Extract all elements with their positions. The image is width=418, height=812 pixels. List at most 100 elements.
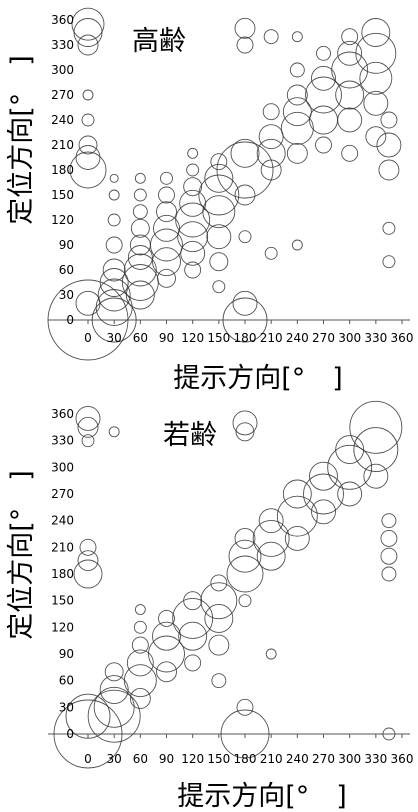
data-point: [108, 189, 120, 201]
x-tick-label: 150: [207, 752, 230, 766]
data-point: [134, 172, 146, 184]
data-point: [262, 103, 280, 121]
data-point: [341, 144, 359, 162]
data-point: [341, 28, 359, 46]
data-point: [234, 17, 256, 39]
data-point: [311, 65, 336, 91]
x-tick-label: 60: [133, 331, 148, 345]
y-tick-label: 300: [51, 63, 74, 77]
data-point: [158, 186, 175, 204]
data-point: [133, 620, 147, 634]
data-point: [123, 664, 157, 698]
data-point: [311, 499, 336, 525]
x-tick-label: 210: [260, 331, 283, 345]
y-tick-label: 90: [59, 238, 74, 252]
data-point: [382, 221, 396, 235]
data-point: [87, 689, 141, 743]
data-point: [376, 132, 402, 158]
data-point: [282, 479, 312, 509]
data-point: [284, 525, 310, 551]
data-point: [73, 18, 103, 47]
data-point: [75, 405, 101, 431]
data-point: [204, 163, 234, 193]
data-point: [264, 246, 278, 260]
data-point: [148, 635, 185, 673]
data-point: [175, 202, 211, 238]
data-point: [380, 529, 398, 547]
y-tick-label: 300: [51, 460, 74, 474]
data-point: [134, 604, 146, 616]
data-point: [99, 268, 129, 297]
data-point: [198, 174, 240, 216]
y-tick-label: 30: [59, 288, 74, 302]
data-point: [82, 89, 94, 101]
data-point: [65, 693, 111, 739]
data-point: [252, 519, 290, 557]
y-tick-label: 210: [51, 138, 74, 152]
data-point: [208, 634, 230, 656]
data-point: [150, 228, 183, 262]
data-point: [234, 527, 256, 549]
data-point: [152, 247, 181, 277]
data-point: [212, 280, 226, 294]
data-point: [158, 609, 175, 627]
x-axis-label: 提示方向[° ]: [177, 781, 347, 812]
data-point: [187, 147, 199, 159]
data-point: [204, 603, 234, 633]
data-point: [260, 159, 282, 181]
data-point: [216, 141, 274, 199]
data-point: [234, 184, 256, 206]
data-point: [178, 621, 208, 651]
data-point: [235, 422, 255, 442]
data-point: [78, 135, 98, 155]
data-point: [210, 574, 228, 592]
data-point: [157, 268, 176, 288]
data-point: [282, 97, 312, 127]
panel-title: 高齢: [132, 26, 186, 57]
y-tick-label: 60: [59, 263, 74, 277]
data-point: [129, 234, 151, 256]
data-point: [95, 289, 133, 326]
data-point: [232, 290, 258, 316]
x-tick-label: 300: [338, 331, 361, 345]
data-point: [131, 636, 149, 654]
data-point: [382, 727, 396, 741]
data-point: [109, 173, 119, 183]
y-tick-label: 0: [66, 727, 74, 741]
x-tick-label: 240: [286, 752, 309, 766]
data-point: [381, 513, 397, 529]
data-point: [361, 18, 391, 47]
data-point: [125, 280, 155, 310]
y-tick-label: 330: [51, 38, 74, 52]
data-point: [378, 159, 400, 181]
data-point: [222, 297, 268, 343]
data-point: [172, 597, 214, 639]
data-point: [232, 410, 258, 436]
panel-title: 若齢: [163, 420, 217, 451]
data-point: [156, 661, 177, 683]
data-point: [123, 253, 157, 287]
data-point: [365, 126, 387, 148]
x-tick-label: 120: [181, 331, 204, 345]
data-point: [335, 435, 365, 465]
x-tick-label: 0: [84, 331, 92, 345]
y-tick-label: 240: [51, 113, 74, 127]
data-point: [152, 621, 181, 651]
data-point: [355, 32, 397, 74]
y-tick-label: 90: [59, 647, 74, 661]
x-tick-label: 60: [133, 752, 148, 766]
chart-panel-2: 0 30 60 90 120 150 180 210 240 270 300 330 360030609…: [6, 400, 413, 812]
data-point: [363, 90, 389, 116]
data-point: [316, 45, 331, 61]
x-tick-label: 270: [312, 752, 335, 766]
x-tick-label: 30: [107, 331, 122, 345]
data-point: [289, 62, 305, 78]
x-tick-label: 30: [107, 752, 122, 766]
data-point: [359, 61, 393, 95]
data-point: [286, 84, 308, 106]
y-tick-label: 270: [51, 487, 74, 501]
data-point: [263, 29, 279, 45]
data-point: [73, 559, 103, 589]
data-point: [183, 177, 203, 197]
